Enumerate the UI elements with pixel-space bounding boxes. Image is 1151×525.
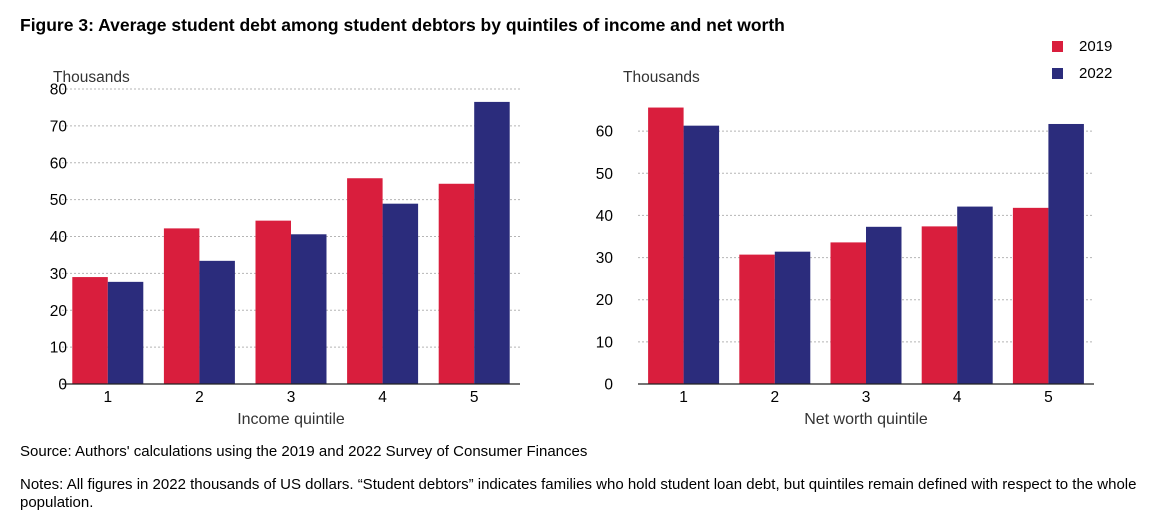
chart2-ytick-label: 40	[596, 208, 614, 225]
chart1-xtick-label: 1	[103, 389, 112, 406]
chart1-bar-2019-q4	[347, 178, 383, 384]
chart1-bar-2022-q3	[291, 234, 327, 384]
chart1-bar-2022-q2	[199, 260, 235, 384]
chart1-bar-2019-q1	[72, 277, 108, 384]
chart2-bar-2019-q3	[830, 242, 866, 384]
legend-label-2019: 2019	[1079, 38, 1113, 55]
chart2-xtick-label: 2	[770, 389, 779, 406]
chart1-xtick-label: 4	[378, 389, 387, 406]
chart2-bar-2022-q3	[866, 226, 902, 384]
chart2-bar-2022-q2	[774, 251, 811, 384]
chart2-xtick-label: 5	[1044, 389, 1053, 406]
chart1-ytick-label: 0	[58, 377, 67, 394]
chart2-bar-2022-q1	[683, 125, 720, 385]
chart2-x-axis-title: Net worth quintile	[804, 411, 928, 428]
legend: 2019 2022	[1052, 33, 1112, 87]
chart2-bar-2019-q2	[739, 254, 775, 384]
legend-item-2019: 2019	[1052, 33, 1112, 60]
chart1-ytick-label: 20	[50, 303, 68, 320]
chart1-unit-label: Thousands	[53, 69, 130, 86]
chart2-xtick-label: 4	[953, 389, 962, 406]
chart2-ytick-label: 20	[596, 292, 614, 309]
chart1-bar-2019-q3	[255, 220, 291, 384]
chart2-ytick-label: 60	[596, 124, 614, 141]
chart2-bar-2019-q4	[921, 226, 958, 384]
chart1-ytick-label: 50	[50, 192, 68, 209]
chart1-bar-2022-q1	[107, 281, 144, 384]
chart1-bar-2019-q2	[163, 228, 200, 384]
chart1-xtick-label: 5	[470, 389, 479, 406]
legend-label-2022: 2022	[1079, 65, 1113, 82]
chart1-xtick-label: 2	[195, 389, 204, 406]
source-note: Source: Authors' calculations using the …	[20, 443, 588, 460]
chart2-bar-2019-q5	[1012, 207, 1049, 384]
figure-title: Figure 3: Average student debt among stu…	[20, 15, 785, 35]
chart2-bar-2022-q4	[957, 206, 993, 384]
chart1-ytick-label: 10	[50, 340, 68, 357]
chart2-ytick-label: 10	[596, 334, 614, 351]
chart2-unit-label: Thousands	[623, 69, 700, 86]
chart2-xtick-label: 1	[679, 389, 688, 406]
chart2-xtick-label: 3	[862, 389, 871, 406]
chart2-bar-2022-q5	[1048, 123, 1084, 384]
chart2-ytick-label: 50	[596, 166, 614, 183]
chart2-ytick-label: 30	[596, 250, 614, 267]
legend-swatch-2019	[1052, 41, 1063, 52]
chart1-bar-2022-q5	[474, 101, 510, 384]
chart1-bar-2022-q4	[382, 203, 419, 384]
notes-text: Notes: All figures in 2022 thousands of …	[20, 476, 1137, 511]
chart1-ytick-label: 40	[50, 229, 68, 246]
chart1-ytick-label: 60	[50, 155, 68, 172]
chart1-xtick-label: 3	[287, 389, 296, 406]
legend-swatch-2022	[1052, 68, 1063, 79]
legend-item-2022: 2022	[1052, 60, 1112, 87]
chart1-bar-2019-q5	[438, 183, 475, 384]
chart1-x-axis-title: Income quintile	[237, 411, 345, 428]
chart2-bar-2019-q1	[648, 107, 684, 385]
chart2-ytick-label: 0	[604, 377, 613, 394]
chart1-ytick-label: 30	[50, 266, 68, 283]
chart1-ytick-label: 80	[50, 82, 68, 99]
chart1-ytick-label: 70	[50, 118, 68, 135]
